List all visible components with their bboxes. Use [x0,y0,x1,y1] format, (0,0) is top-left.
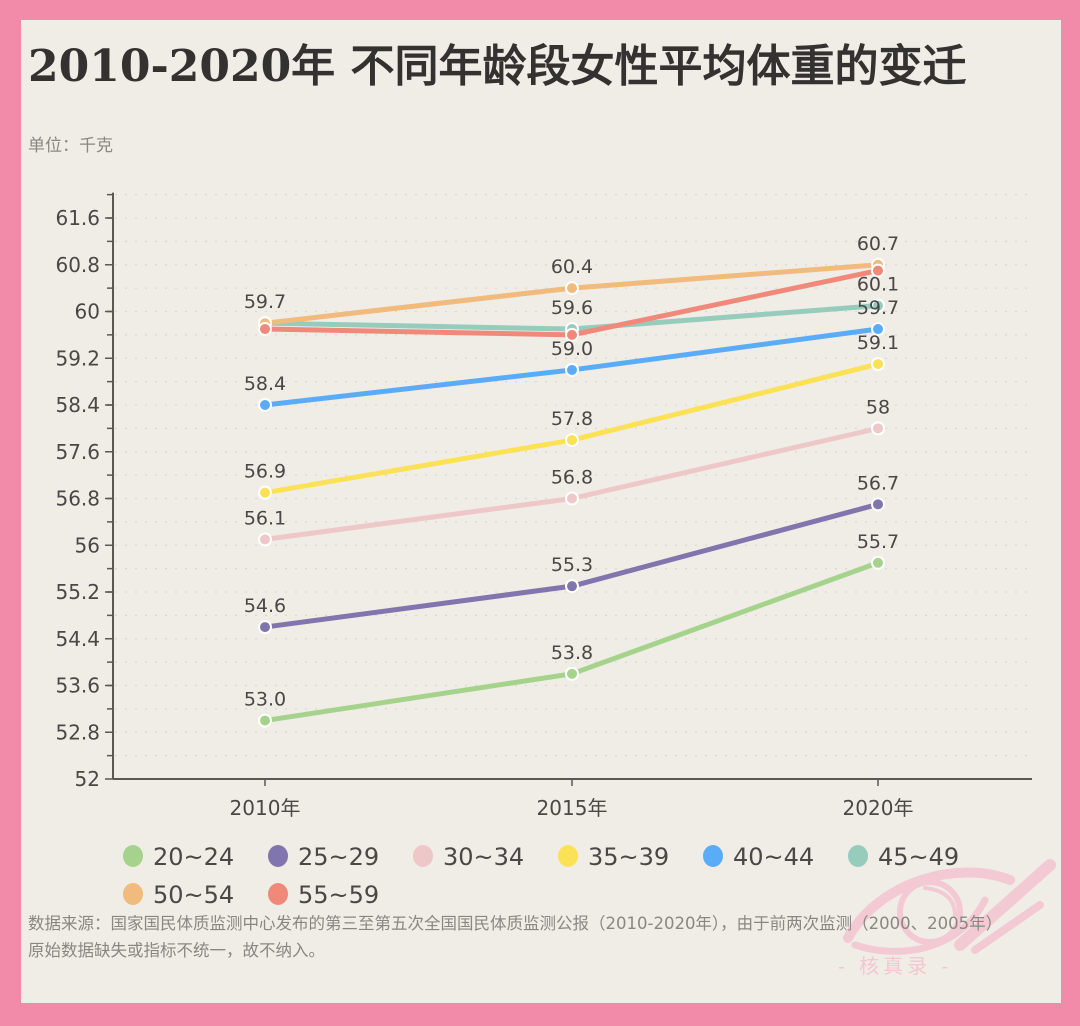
legend-item: 45~49 [848,843,959,871]
legend-label: 20~24 [153,843,234,871]
data-point-25~29 [258,620,272,635]
data-point-35~39 [565,433,579,448]
legend-label: 50~54 [153,881,234,909]
legend-item: 20~24 [123,843,234,871]
y-tick-label: 59.2 [55,346,100,370]
y-tick-label: 52 [75,767,100,791]
page-title: 2010-2020年 不同年龄段女性平均体重的变迁 [28,41,967,92]
y-tick-label: 60 [75,300,100,324]
data-point-30~34 [565,491,579,506]
legend-swatch-icon [558,845,578,867]
legend-swatch-icon [123,845,143,867]
data-label: 56.8 [551,467,593,489]
data-label: 59.0 [551,338,593,360]
data-label: 60.7 [857,233,899,255]
y-tick-label: 55.2 [55,580,100,604]
data-point-30~34 [258,532,272,547]
data-label: 55.3 [551,554,593,576]
footnote: 数据来源：国家国民体质监测中心发布的第三至第五次全国国民体质监测公报（2010-… [28,914,1003,960]
legend-swatch-icon [703,845,723,867]
data-label: 57.8 [551,408,593,430]
data-label: 53.0 [244,689,286,711]
data-point-55~59 [258,322,272,337]
legend-swatch-icon [848,845,868,867]
y-tick-label: 57.6 [55,440,100,464]
data-label: 60.1 [857,274,899,296]
legend-swatch-icon [413,845,433,867]
y-tick-label: 60.8 [55,253,100,277]
data-point-20~24 [565,666,579,681]
data-point-40~44 [258,398,272,412]
data-labels: 53.0 53.8 55.7 54.6 55.3 56.7 56.1 56.8 58 56.9 57… [244,233,899,711]
legend-swatch-icon [268,883,288,905]
y-tick-label: 61.6 [55,206,100,230]
x-tick-label: 2015年 [537,796,608,820]
series-points [258,257,885,728]
y-tick-label: 54.4 [55,627,100,651]
data-point-40~44 [565,362,579,377]
data-label: 59.7 [857,297,899,319]
data-label: 59.6 [551,297,593,319]
y-tick-label: 56.8 [55,487,100,511]
y-tick-label: 58.4 [55,393,100,417]
chart-card [21,20,1061,1003]
watermark-text: - 核真录 - [838,954,953,978]
data-label: 53.8 [551,642,593,664]
data-label: 58.4 [244,373,286,395]
y-tick-label: 52.8 [55,720,100,744]
data-label: 56.7 [857,472,899,494]
legend-label: 40~44 [733,843,814,871]
legend-item: 40~44 [703,843,814,871]
data-point-55~59 [565,327,579,342]
data-point-20~24 [258,713,272,728]
legend-item: 35~39 [558,843,669,871]
axes: 52 52.8 53.6 54.4 55.2 56 56.8 57.6 58.4 59.2 60 60… [55,192,1032,820]
legend-item: 55~59 [268,881,379,909]
x-tick-label: 2020年 [843,796,914,820]
data-point-40~44 [871,322,885,337]
data-label: 60.4 [551,256,593,278]
legend-item: 25~29 [268,843,379,871]
data-point-50~54 [565,281,579,296]
data-point-25~29 [871,497,885,512]
legend-label: 55~59 [298,881,379,909]
data-label: 54.6 [244,595,286,617]
legend-label: 25~29 [298,843,379,871]
data-point-30~34 [871,421,885,436]
data-label: 56.1 [244,507,286,529]
legend-label: 35~39 [588,843,669,871]
data-label: 55.7 [857,531,899,553]
legend-swatch-icon [268,845,288,867]
data-label: 58 [866,396,890,418]
legend: 20~24 25~29 30~34 35~39 40~44 45~49 50~54 55~59 [123,843,959,909]
data-point-35~39 [871,357,885,372]
data-point-45~49 [871,298,885,313]
data-point-35~39 [258,485,272,500]
legend-label: 30~34 [443,843,524,871]
data-label: 59.7 [244,291,286,313]
legend-item: 50~54 [123,881,234,909]
legend-swatch-icon [123,883,143,905]
legend-label: 45~49 [878,843,959,871]
y-tick-label: 53.6 [55,674,100,698]
data-label: 59.1 [857,332,899,354]
y-tick-label: 56 [75,533,100,557]
legend-item: 30~34 [413,843,524,871]
data-point-55~59 [871,263,885,278]
x-tick-label: 2010年 [230,796,301,820]
data-point-20~24 [871,555,885,570]
unit-label: 单位：千克 [28,136,113,156]
data-label: 56.9 [244,461,286,483]
data-point-25~29 [565,579,579,594]
